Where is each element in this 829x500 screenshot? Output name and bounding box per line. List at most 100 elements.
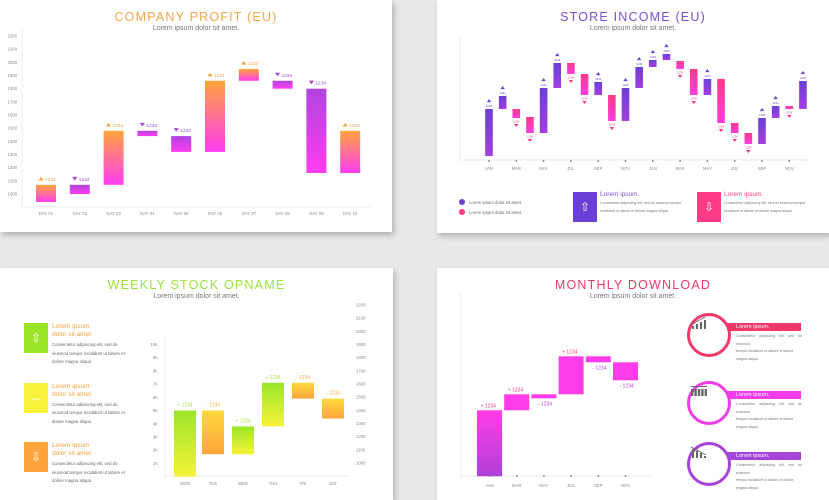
chart-title: STORE INCOME (EU) xyxy=(560,10,706,24)
bar xyxy=(594,82,602,95)
bar xyxy=(567,63,575,74)
triangle-down-icon xyxy=(308,80,314,85)
x-tick-label: DAY 02 xyxy=(73,211,88,216)
title-line: Lorem ipsum xyxy=(52,323,90,330)
y-tick-label: 2100 xyxy=(7,47,17,52)
text-line: Consectetur adipiscing elit, sed do eius… xyxy=(736,402,802,414)
y-tick-label-right: 1700 xyxy=(356,368,366,373)
y-tick-label: 2200 xyxy=(7,34,17,39)
bar-label: 1234 xyxy=(500,91,507,95)
monthly-download-card: + 1234 JAN + 1234 MAR - 1234 MAY + 1234 JUL - 12… xyxy=(437,268,829,500)
item-circle xyxy=(687,313,731,357)
tick-dot xyxy=(597,475,600,477)
triangle-up-icon xyxy=(759,108,765,112)
text-line: tempor incididunt ut labore et dolore xyxy=(736,478,794,482)
x-tick-label: DAY 01 xyxy=(39,211,54,216)
x-tick-label: WED xyxy=(238,481,248,486)
triangle-up-icon xyxy=(106,122,112,127)
item-label-bar: Lorem ipsum. xyxy=(726,391,801,399)
bar-label: - 1234 xyxy=(206,403,220,409)
y-tick-label-right: 1800 xyxy=(356,355,366,360)
title-line: Lorem ipsum xyxy=(52,442,90,449)
triangle-up-icon xyxy=(500,86,505,90)
item-label-bar: Lorem ipsum. xyxy=(726,452,801,460)
triangle-up-icon xyxy=(38,176,44,181)
bar-label: 1234 xyxy=(214,73,225,79)
triangle-down-icon xyxy=(72,176,78,181)
y-tick-label-left: 5K xyxy=(153,408,158,413)
bar-label: - 1234 xyxy=(620,383,634,389)
tick-dot xyxy=(488,475,491,477)
x-tick-label: DAY 09 xyxy=(309,211,324,216)
bar-label: 1234 xyxy=(718,125,725,129)
triangle-up-icon xyxy=(664,44,669,48)
triangle-down-icon xyxy=(139,122,145,127)
triangle-up-icon xyxy=(773,96,778,100)
bar xyxy=(649,60,657,67)
y-tick-label-left: 7K xyxy=(153,382,158,387)
y-tick-label-right: 1500 xyxy=(356,395,366,400)
triangle-down-icon xyxy=(732,139,737,143)
triangle-down-icon xyxy=(787,115,792,119)
bar-label: 1234 xyxy=(248,61,259,67)
bar-label: 1234 xyxy=(732,135,739,139)
triangle-down-icon xyxy=(582,101,587,105)
x-tick-label: NOV xyxy=(621,166,630,171)
item-title: Lorem ipsum dolor sit amet xyxy=(52,442,132,458)
x-tick-label: MAY xyxy=(539,483,548,488)
x-tick-label: JUL xyxy=(567,166,575,171)
triangle-down-icon xyxy=(568,80,574,84)
y-tick-label-right: 1000 xyxy=(356,461,366,466)
x-tick-label: JUL xyxy=(567,483,575,488)
bar-label: 1234 xyxy=(513,120,520,124)
bar xyxy=(292,382,314,399)
y-tick-label-left: 1K xyxy=(153,461,158,466)
bar xyxy=(322,398,344,419)
bar-label: 1234 xyxy=(282,73,293,79)
legend-dot xyxy=(459,209,465,215)
text-line: magna aliqua. xyxy=(736,485,759,490)
y-tick-label-left: 3K xyxy=(153,435,158,440)
y-tick-label: 1600 xyxy=(7,113,17,118)
item-circle xyxy=(687,381,731,425)
bar xyxy=(635,67,643,88)
bar xyxy=(676,61,684,69)
bar xyxy=(498,96,507,109)
x-tick-label: FRI xyxy=(300,481,307,486)
x-tick-label: MAR xyxy=(512,483,522,488)
tick-dot xyxy=(706,160,709,162)
bar xyxy=(785,106,794,109)
item-title: Lorem ipsum. xyxy=(736,324,770,330)
bar xyxy=(730,123,739,133)
x-tick-label: NOV xyxy=(785,166,794,171)
bar xyxy=(799,81,807,109)
item-title: Lorem ipsum dolor sit amet xyxy=(52,323,132,339)
text-line: magna aliqua. xyxy=(736,424,759,429)
triangle-down-icon xyxy=(514,124,519,128)
bar xyxy=(539,88,548,133)
box-text: Consectetur adipiscing elit, sed do eius… xyxy=(600,200,700,215)
bar xyxy=(771,106,780,118)
y-tick-label-left: 9K xyxy=(153,355,158,360)
monthly-download-chart: + 1234 JAN + 1234 MAR - 1234 MAY + 1234 JUL - 12… xyxy=(460,293,651,488)
title-line: dolor sit amet xyxy=(52,450,92,457)
text-line: eiusmod tempor incididunt ut labore et xyxy=(52,410,125,415)
y-tick-label-left: 8K xyxy=(153,368,158,373)
triangle-down-icon xyxy=(746,150,751,154)
bar-label: 1234 xyxy=(527,135,534,139)
y-tick-label-right: 1100 xyxy=(356,447,366,452)
title-line: dolor sit amet xyxy=(52,390,92,398)
bar xyxy=(613,362,638,381)
bar xyxy=(580,74,589,95)
y-tick-label-right: 2200 xyxy=(356,303,366,308)
bar xyxy=(558,356,584,395)
tick-dot xyxy=(651,160,654,162)
x-tick-label: JUL xyxy=(731,166,739,171)
bar xyxy=(703,79,712,95)
triangle-down-icon xyxy=(677,75,683,79)
arrow-both-icon: ⇔ xyxy=(24,382,48,413)
legend-label: Lorem ipsum dolor sit amet. xyxy=(469,199,523,205)
bar xyxy=(262,382,284,427)
tick-dot xyxy=(515,160,518,162)
y-tick-label: 1800 xyxy=(7,86,17,91)
